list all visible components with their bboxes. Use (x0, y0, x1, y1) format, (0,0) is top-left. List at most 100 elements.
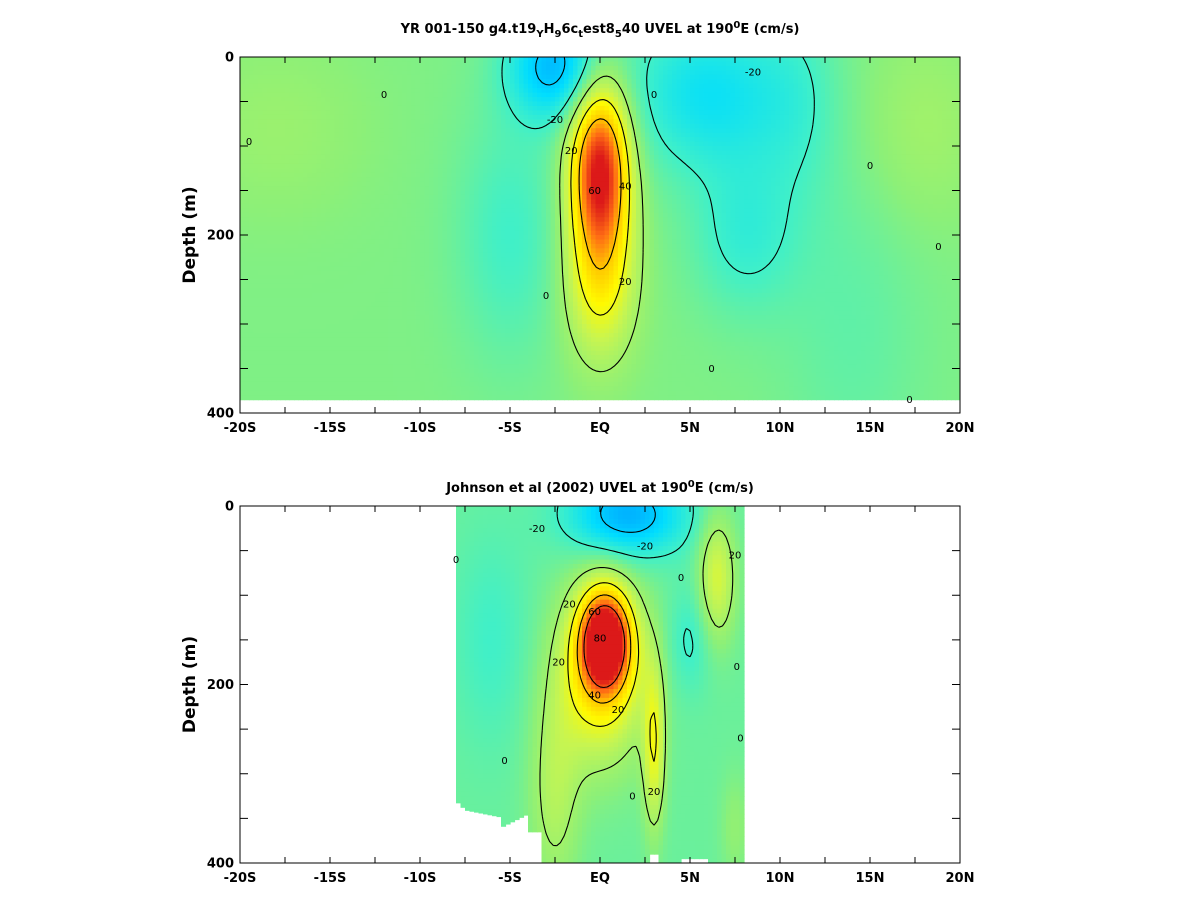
heatmap-cell (451, 168, 457, 174)
heatmap-cell (411, 346, 417, 352)
heatmap-cell (465, 235, 471, 241)
heatmap-cell (321, 168, 327, 174)
heatmap-cell (262, 137, 268, 143)
heatmap-cell (307, 288, 313, 294)
heatmap-cell (406, 65, 412, 71)
heatmap-cell (312, 239, 318, 245)
heatmap-cell (402, 301, 408, 307)
heatmap-cell (303, 292, 309, 298)
heatmap-cell (258, 341, 264, 347)
heatmap-cell (294, 70, 300, 76)
heatmap-cell (303, 390, 309, 396)
heatmap-cell (460, 359, 466, 365)
heatmap-cell (240, 341, 246, 347)
heatmap-cell (420, 65, 426, 71)
heatmap-cell (325, 132, 331, 138)
heatmap-cell (451, 261, 457, 267)
heatmap-cell (330, 230, 336, 236)
heatmap-cell (420, 74, 426, 80)
heatmap-cell (334, 252, 340, 258)
heatmap-cell (244, 230, 250, 236)
heatmap-cell (402, 292, 408, 298)
heatmap-cell (456, 128, 462, 134)
heatmap-cell (442, 132, 448, 138)
heatmap-cell (361, 97, 367, 103)
heatmap-cell (244, 315, 250, 321)
heatmap-cell (433, 128, 439, 134)
heatmap-cell (478, 61, 484, 67)
heatmap-cell (487, 355, 493, 361)
heatmap-cell (370, 230, 376, 236)
heatmap-cell (474, 208, 480, 214)
heatmap-cell (397, 315, 403, 321)
heatmap-cell (474, 110, 480, 116)
heatmap-cell (384, 306, 390, 312)
heatmap-cell (483, 341, 489, 347)
heatmap-cell (294, 57, 300, 63)
heatmap-cell (501, 341, 507, 347)
heatmap-cell (303, 194, 309, 200)
heatmap-cell (519, 199, 525, 205)
heatmap-cell (388, 217, 394, 223)
heatmap-cell (388, 203, 394, 209)
heatmap-cell (523, 70, 529, 76)
heatmap-cell (514, 137, 520, 143)
heatmap-cell (402, 172, 408, 178)
heatmap-cell (262, 61, 268, 67)
heatmap-cell (312, 226, 318, 232)
heatmap-cell (433, 181, 439, 187)
heatmap-cell (339, 190, 345, 196)
heatmap-cell (523, 226, 529, 232)
heatmap-cell (397, 146, 403, 152)
heatmap-cell (501, 368, 507, 374)
heatmap-cell (447, 101, 453, 107)
heatmap-cell (487, 301, 493, 307)
heatmap-cell (321, 395, 327, 401)
heatmap-cell (438, 132, 444, 138)
heatmap-cell (505, 199, 511, 205)
heatmap-cell (420, 83, 426, 89)
heatmap-cell (258, 301, 264, 307)
heatmap-cell (514, 181, 520, 187)
heatmap-cell (375, 221, 381, 227)
heatmap-cell (456, 337, 462, 343)
heatmap-cell (388, 172, 394, 178)
heatmap-cell (307, 177, 313, 183)
heatmap-cell (469, 359, 475, 365)
heatmap-cell (487, 288, 493, 294)
heatmap-cell (352, 226, 358, 232)
heatmap-cell (478, 190, 484, 196)
heatmap-cell (348, 297, 354, 303)
heatmap-cell (307, 190, 313, 196)
heatmap-cell (343, 279, 349, 285)
heatmap-cell (240, 128, 246, 134)
heatmap-cell (334, 150, 340, 156)
heatmap-cell (240, 328, 246, 334)
heatmap-cell (307, 57, 313, 63)
heatmap-cell (510, 261, 516, 267)
heatmap-cell (267, 168, 273, 174)
heatmap-cell (501, 92, 507, 98)
heatmap-cell (348, 141, 354, 147)
heatmap-cell (483, 243, 489, 249)
heatmap-cell (258, 275, 264, 281)
heatmap-cell (357, 172, 363, 178)
heatmap-cell (280, 74, 286, 80)
heatmap-cell (289, 123, 295, 129)
heatmap-cell (411, 208, 417, 214)
heatmap-cell (402, 61, 408, 67)
heatmap-cell (325, 310, 331, 316)
heatmap-cell (366, 235, 372, 241)
heatmap-cell (411, 203, 417, 209)
heatmap-cell (289, 212, 295, 218)
heatmap-cell (253, 350, 259, 356)
heatmap-cell (334, 92, 340, 98)
heatmap-cell (240, 199, 246, 205)
heatmap-cell (379, 172, 385, 178)
heatmap-cell (411, 350, 417, 356)
heatmap-cell (456, 159, 462, 165)
heatmap-cell (393, 301, 399, 307)
heatmap-cell (285, 319, 291, 325)
heatmap-cell (339, 159, 345, 165)
heatmap-cell (339, 203, 345, 209)
